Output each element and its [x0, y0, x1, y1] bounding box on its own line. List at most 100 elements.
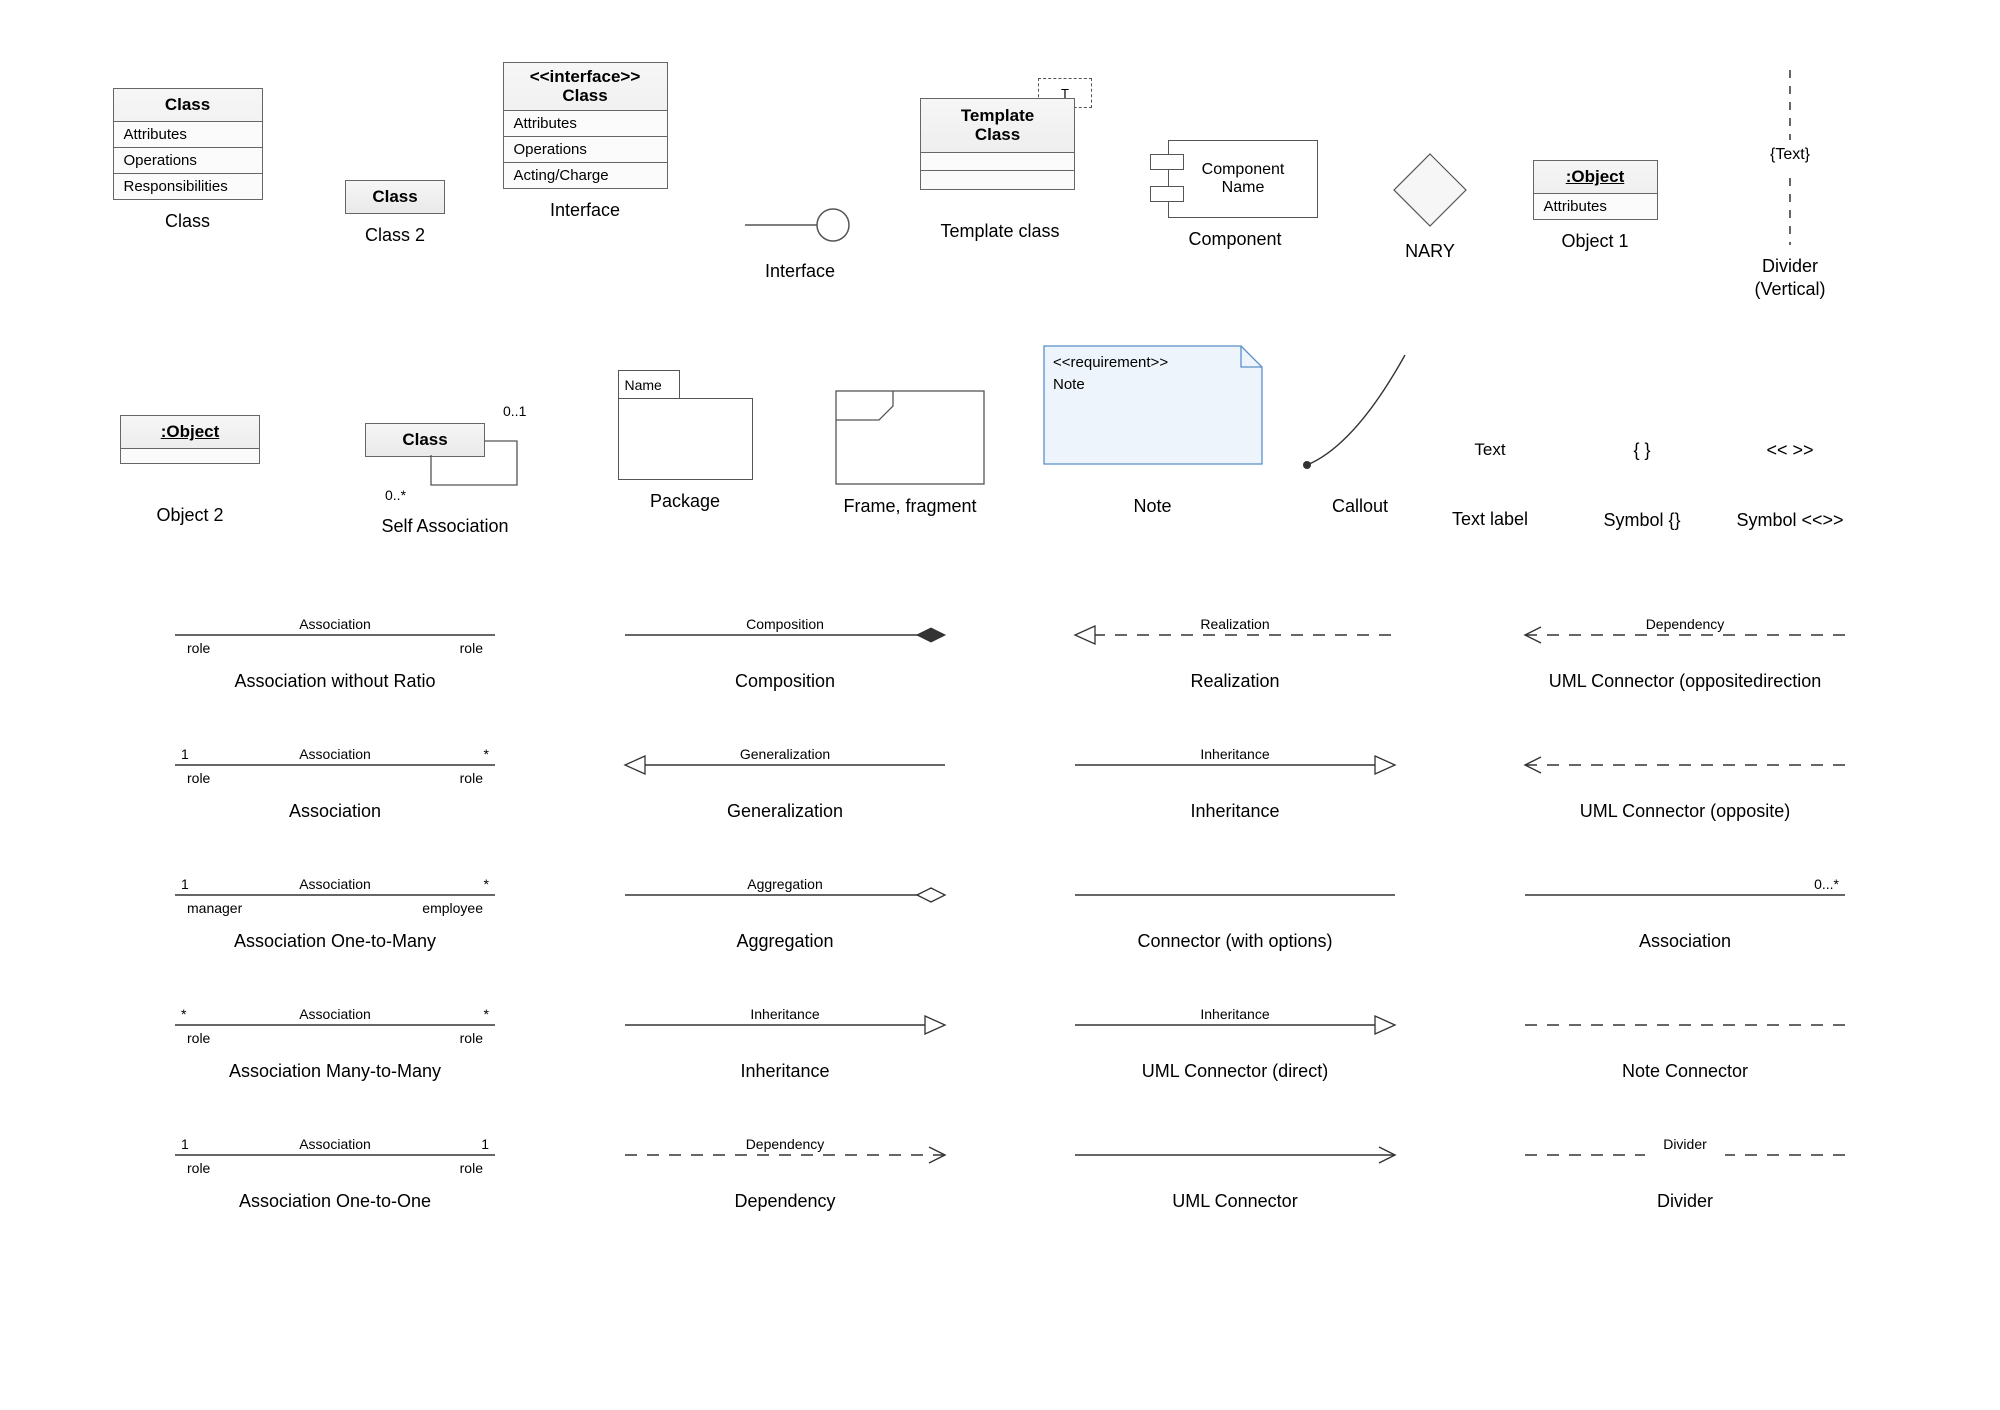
- connector-0: Association role role Association withou…: [175, 610, 495, 693]
- connector-19: Divider Divider: [1525, 1130, 1845, 1213]
- caption: Note Connector: [1622, 1060, 1748, 1083]
- class-title: Class: [114, 89, 262, 122]
- object1-row: Attributes: [1534, 194, 1657, 219]
- shape-divider-vertical: {Text} Divider (Vertical): [1735, 70, 1845, 302]
- caption: Class: [165, 210, 210, 233]
- connector-18: Note Connector: [1525, 1000, 1845, 1083]
- svg-text:0...*: 0...*: [1814, 876, 1839, 892]
- shape-class: Class Attributes Operations Responsibili…: [110, 88, 265, 233]
- class-row: Responsibilities: [114, 174, 262, 199]
- class2-title: Class: [346, 181, 444, 213]
- connector-14: UML Connector: [1075, 1130, 1395, 1213]
- svg-text:*: *: [484, 876, 490, 892]
- svg-text:employee: employee: [422, 900, 483, 916]
- caption: Symbol <<>>: [1736, 509, 1843, 532]
- svg-text:Association: Association: [299, 746, 371, 762]
- caption: Frame, fragment: [843, 495, 976, 518]
- svg-text:role: role: [460, 1160, 484, 1176]
- svg-text:*: *: [484, 746, 490, 762]
- svg-text:1: 1: [181, 746, 189, 762]
- connector-2: Association 1 * manager employee Associa…: [175, 870, 495, 953]
- caption: Realization: [1190, 670, 1279, 693]
- svg-text:Dependency: Dependency: [746, 1136, 825, 1152]
- svg-text:role: role: [460, 640, 484, 656]
- svg-text:Aggregation: Aggregation: [747, 876, 823, 892]
- textlabel-text: Text: [1474, 440, 1505, 460]
- caption: Note: [1133, 495, 1171, 518]
- lollipop-icon: [745, 200, 855, 250]
- caption: Aggregation: [736, 930, 833, 953]
- svg-text:Dependency: Dependency: [1646, 616, 1725, 632]
- caption: UML Connector (opposite): [1580, 800, 1790, 823]
- connector-8: Inheritance Inheritance: [625, 1000, 945, 1083]
- caption: Interface: [550, 199, 620, 222]
- connector-10: Realization Realization: [1075, 610, 1395, 693]
- caption: NARY: [1405, 240, 1455, 263]
- connector-4: Association 1 1 role role Association On…: [175, 1130, 495, 1213]
- caption: Association without Ratio: [234, 670, 435, 693]
- class-row: Operations: [114, 148, 262, 174]
- caption: UML Connector (oppositedirection: [1549, 670, 1821, 693]
- caption: Generalization: [727, 800, 843, 823]
- shape-template-class: T Template Class Template class: [910, 90, 1090, 243]
- caption: Connector (with options): [1137, 930, 1332, 953]
- svg-text:role: role: [460, 770, 484, 786]
- caption: Callout: [1332, 495, 1388, 518]
- object1-title: :Object: [1534, 161, 1657, 194]
- shape-textlabel: Text Text label: [1440, 440, 1540, 531]
- connector-5: Composition Composition: [625, 610, 945, 693]
- caption: Association: [1639, 930, 1731, 953]
- svg-text:Association: Association: [299, 1006, 371, 1022]
- frame-icon: [835, 390, 985, 485]
- shape-nary: NARY: [1375, 150, 1485, 263]
- shape-package: Name Package: [610, 370, 760, 513]
- caption: Interface: [765, 260, 835, 283]
- caption: UML Connector: [1172, 1190, 1297, 1213]
- caption: Class 2: [365, 224, 425, 247]
- svg-text:Inheritance: Inheritance: [1200, 1006, 1269, 1022]
- svg-text:Association: Association: [299, 616, 371, 632]
- mult2: 0..*: [385, 487, 406, 503]
- component-label: Component Name: [1168, 140, 1318, 218]
- package-tab: Name: [618, 370, 680, 398]
- caption: Composition: [735, 670, 835, 693]
- svg-text:1: 1: [181, 1136, 189, 1152]
- svg-text:*: *: [484, 1006, 490, 1022]
- caption: Template class: [940, 220, 1059, 243]
- caption: Divider (Vertical): [1754, 255, 1825, 302]
- shape-self-association: Class 0..1 0..* Self Association: [345, 395, 545, 538]
- caption: UML Connector (direct): [1142, 1060, 1328, 1083]
- svg-text:manager: manager: [187, 900, 243, 916]
- caption: Inheritance: [740, 1060, 829, 1083]
- class-row: Attributes: [114, 122, 262, 148]
- diamond-icon: [1390, 150, 1470, 230]
- shape-object2: :Object Object 2: [115, 415, 265, 527]
- interface-stereotype: <<interface>>: [530, 67, 641, 86]
- caption: Symbol {}: [1603, 509, 1680, 532]
- caption: Association One-to-Many: [234, 930, 436, 953]
- shape-interface-lollipop: Interface: [735, 200, 865, 283]
- connector-9: Dependency Dependency: [625, 1130, 945, 1213]
- interface-row: Operations: [504, 137, 667, 163]
- svg-text:Divider: Divider: [1663, 1136, 1707, 1152]
- svg-text:Generalization: Generalization: [740, 746, 830, 762]
- svg-text:*: *: [181, 1006, 187, 1022]
- shape-symbol-braces: { } Symbol {}: [1592, 440, 1692, 532]
- interface-title: Class: [562, 86, 607, 105]
- connector-11: Inheritance Inheritance: [1075, 740, 1395, 823]
- shape-object1: :Object Attributes Object 1: [1530, 160, 1660, 253]
- caption: Object 2: [156, 504, 223, 527]
- divider-text: {Text}: [1770, 146, 1810, 164]
- shape-class2: Class Class 2: [340, 180, 450, 247]
- caption: Text label: [1452, 508, 1528, 531]
- svg-text:role: role: [187, 1030, 211, 1046]
- angles-text: << >>: [1766, 440, 1813, 461]
- connector-12: Connector (with options): [1075, 870, 1395, 953]
- shape-frame: Frame, fragment: [820, 390, 1000, 518]
- interface-row: Acting/Charge: [504, 163, 667, 188]
- shape-interface-box: <<interface>> Class Attributes Operation…: [500, 62, 670, 223]
- caption: Association: [289, 800, 381, 823]
- caption: Self Association: [381, 515, 508, 538]
- svg-text:1: 1: [481, 1136, 489, 1152]
- svg-text:role: role: [187, 1160, 211, 1176]
